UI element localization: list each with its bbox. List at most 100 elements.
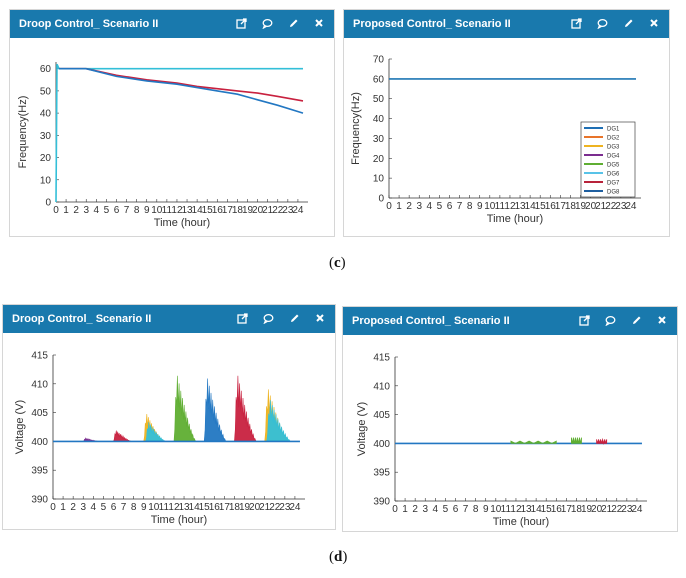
x-tick-label: 19 — [581, 504, 593, 515]
series-flat — [55, 63, 303, 203]
legend-label-dg6: DG6 — [607, 172, 620, 178]
external-link-icon[interactable] — [577, 313, 591, 327]
y-tick-label: 10 — [373, 174, 385, 185]
x-tick-label: 15 — [199, 502, 211, 513]
y-tick-label: 400 — [373, 439, 390, 450]
x-tick-label: 23 — [279, 502, 291, 513]
panel-title: Droop Control_ Scenario II — [12, 313, 152, 325]
y-tick-label: 20 — [373, 154, 385, 165]
x-tick-label: 2 — [406, 201, 412, 212]
panel-volt-droop: Droop Control_ Scenario II 0 1 2 3 4 5 6 7 8 9 10 1… — [2, 304, 336, 530]
x-tick-label: 17 — [561, 504, 573, 515]
x-tick-label: 12 — [171, 205, 183, 216]
chart-volt-proposed: 0 1 2 3 4 5 6 7 8 9 10 11 12131415161718192021222324… — [356, 353, 647, 528]
x-tick-label: 14 — [192, 205, 204, 216]
x-tick-label: 6 — [447, 201, 453, 212]
y-tick-label: 60 — [373, 74, 385, 85]
pencil-icon[interactable] — [629, 313, 643, 327]
x-tick-label: 4 — [427, 201, 433, 212]
x-tick-label: 8 — [467, 201, 473, 212]
x-tick-label: 4 — [433, 504, 439, 515]
close-icon[interactable] — [655, 313, 669, 327]
panel-tools — [577, 313, 669, 327]
external-link-icon[interactable] — [234, 16, 248, 30]
bump-1 — [571, 437, 582, 444]
x-tick-label: 16 — [209, 502, 221, 513]
x-tick-label: 24 — [289, 502, 301, 513]
x-tick-label: 3 — [422, 504, 428, 515]
y-tick-label: 50 — [40, 86, 52, 97]
legend-label-dg3: DG3 — [607, 145, 620, 151]
panel-title: Proposed Control_ Scenario II — [353, 18, 511, 30]
x-tick-label: 17 — [219, 502, 231, 513]
x-tick-label: 3 — [80, 502, 86, 513]
comment-icon[interactable] — [603, 313, 617, 327]
x-tick-label: 24 — [292, 205, 304, 216]
external-link-icon[interactable] — [235, 311, 249, 325]
x-tick-label: 17 — [222, 205, 234, 216]
y-tick-label: 405 — [31, 408, 48, 419]
close-icon[interactable] — [312, 16, 326, 30]
x-tick-label: 21 — [601, 504, 613, 515]
pencil-icon[interactable] — [286, 16, 300, 30]
axes: 0 1 2 3 4 5 6 7 8 9 10 11 12131415161718192021222324… — [14, 351, 305, 526]
x-tick-label: 16 — [545, 201, 557, 212]
y-tick-label: 0 — [378, 194, 384, 205]
series-blue — [59, 67, 304, 114]
y-tick-label: 390 — [373, 497, 390, 508]
comment-icon[interactable] — [261, 311, 275, 325]
x-tick-label: 20 — [591, 504, 603, 515]
y-tick-label: 30 — [40, 131, 52, 142]
x-tick-label: 13 — [520, 504, 532, 515]
x-tick-label: 1 — [60, 502, 66, 513]
x-tick-label: 2 — [70, 502, 76, 513]
x-tick-label: 5 — [104, 205, 110, 216]
legend-label-dg2: DG2 — [607, 136, 620, 142]
x-tick-label: 14 — [531, 504, 543, 515]
y-tick-label: 40 — [373, 114, 385, 125]
close-icon[interactable] — [647, 16, 661, 30]
comment-icon[interactable] — [595, 16, 609, 30]
x-tick-label: 11 — [501, 504, 512, 515]
panel-title: Droop Control_ Scenario II — [19, 18, 159, 30]
spike-3 — [145, 422, 166, 442]
x-tick-label: 0 — [50, 502, 56, 513]
x-tick-label: 7 — [121, 502, 127, 513]
x-tick-label: 0 — [53, 205, 59, 216]
comment-icon[interactable] — [260, 16, 274, 30]
legend-label-dg5: DG5 — [607, 163, 620, 169]
external-link-icon[interactable] — [569, 16, 583, 30]
axes: 0 1 2 3 4 5 6 7 8 9 10 11 12131415161718192021222324… — [350, 55, 641, 225]
x-tick-label: 19 — [575, 201, 587, 212]
y-tick-label: 30 — [373, 134, 385, 145]
pencil-icon[interactable] — [287, 311, 301, 325]
x-tick-label: 12 — [504, 201, 516, 212]
close-icon[interactable] — [313, 311, 327, 325]
spike-4 — [173, 375, 197, 442]
spike-1 — [113, 430, 132, 442]
panel-header: Proposed Control_ Scenario II — [344, 10, 669, 38]
x-tick-label: 15 — [202, 205, 214, 216]
x-axis-label: Time (hour) — [154, 217, 210, 229]
caption-d: (d) — [329, 549, 348, 565]
pencil-icon[interactable] — [621, 16, 635, 30]
x-tick-label: 9 — [141, 502, 147, 513]
spike-8 — [266, 400, 292, 442]
x-tick-label: 21 — [259, 502, 271, 513]
caption-d-letter: d — [334, 549, 343, 565]
x-tick-label: 13 — [178, 502, 190, 513]
y-tick-label: 70 — [373, 55, 385, 66]
x-tick-label: 13 — [181, 205, 193, 216]
x-tick-label: 6 — [453, 504, 459, 515]
x-axis-label: Time (hour) — [493, 516, 549, 528]
y-axis-label: Voltage (V) — [356, 402, 368, 456]
x-tick-label: 21 — [262, 205, 274, 216]
x-tick-label: 10 — [148, 502, 160, 513]
x-tick-label: 9 — [477, 201, 483, 212]
x-tick-label: 3 — [416, 201, 422, 212]
x-tick-label: 10 — [151, 205, 163, 216]
x-tick-label: 10 — [484, 201, 496, 212]
y-tick-label: 60 — [40, 64, 52, 75]
y-tick-label: 405 — [373, 410, 390, 421]
y-tick-label: 395 — [31, 466, 48, 477]
